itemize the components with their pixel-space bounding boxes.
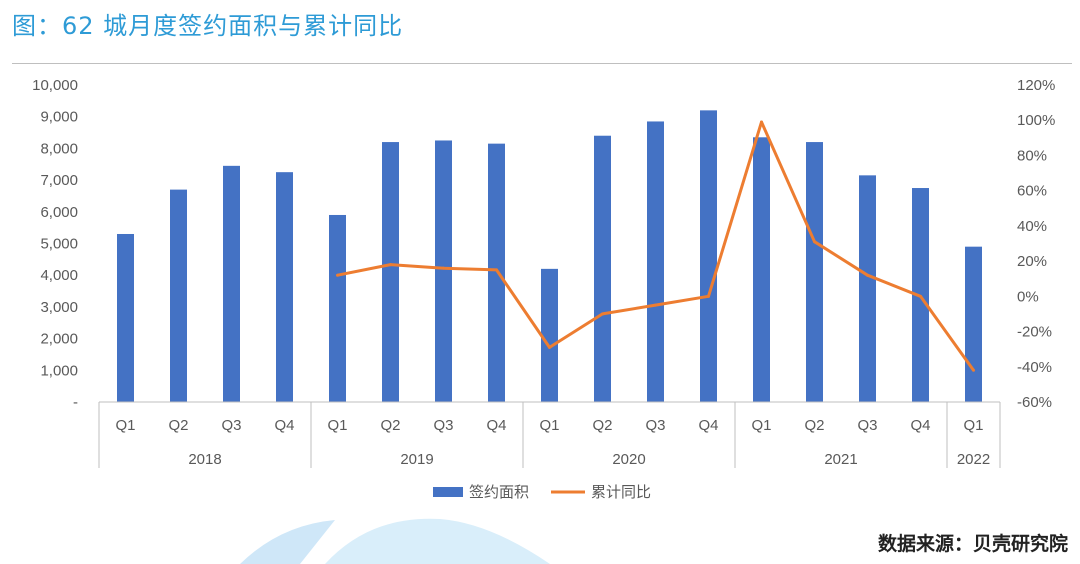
line-point xyxy=(336,273,339,277)
right-axis-tick-label: 40% xyxy=(1017,218,1047,235)
bar xyxy=(329,214,346,402)
legend: 签约面积 累计同比 xyxy=(433,483,651,501)
title-divider xyxy=(12,63,1072,64)
right-axis-tick-label: 120% xyxy=(1017,77,1055,94)
line-point xyxy=(972,368,975,372)
left-axis-tick-label: 7,000 xyxy=(40,172,78,189)
line-point xyxy=(495,268,498,272)
left-axis-tick-label: - xyxy=(73,394,78,411)
bar xyxy=(117,233,134,402)
bar xyxy=(223,165,240,402)
page-title: 图：62 城月度签约面积与累计同比 xyxy=(12,12,404,40)
bar xyxy=(488,143,505,402)
x-tick-label: Q1 xyxy=(539,417,559,434)
x-group-label: 2019 xyxy=(400,451,433,468)
x-axis: Q1 Q2 Q3 Q4 Q1 Q2 Q3 Q4 Q1 Q2 Q3 Q4 Q1 Q2 Q3 Q4 Q1 2018 20… xyxy=(98,401,1001,468)
right-axis-tick-label: -40% xyxy=(1017,359,1052,376)
line-point xyxy=(654,303,657,307)
line-point xyxy=(760,120,763,124)
bar xyxy=(753,137,770,402)
x-group-label: 2021 xyxy=(824,451,857,468)
x-group-label: 2018 xyxy=(188,451,221,468)
left-axis-tick-label: 5,000 xyxy=(40,236,78,253)
bar xyxy=(647,121,664,402)
x-tick-label: Q2 xyxy=(168,417,188,434)
left-axis-tick-label: 2,000 xyxy=(40,331,78,348)
x-tick-label: Q3 xyxy=(433,417,453,434)
left-axis-tick-label: 10,000 xyxy=(32,77,78,94)
bar xyxy=(806,142,823,402)
line-point xyxy=(548,345,551,349)
line-series xyxy=(336,120,975,372)
left-axis-tick-label: 4,000 xyxy=(40,267,78,284)
x-tick-label: Q3 xyxy=(221,417,241,434)
x-group-label: 2022 xyxy=(957,451,990,468)
bar xyxy=(276,172,293,402)
x-tick-label: Q1 xyxy=(327,417,347,434)
x-tick-label: Q4 xyxy=(910,417,930,434)
legend-bar-swatch xyxy=(433,487,463,497)
source-note: 数据来源：贝壳研究院 xyxy=(877,533,1068,555)
right-axis-tick-label: 0% xyxy=(1017,288,1039,305)
legend-bar-label: 签约面积 xyxy=(469,483,529,501)
right-axis: -60% -40% -20% 0% 20% 40% 60% 80% 100% 120% xyxy=(1017,77,1055,411)
bar xyxy=(170,189,187,402)
watermark-logo xyxy=(240,518,550,564)
x-group-label: 2020 xyxy=(612,451,645,468)
x-tick-label: Q4 xyxy=(274,417,294,434)
x-tick-label: Q2 xyxy=(380,417,400,434)
right-axis-tick-label: -20% xyxy=(1017,324,1052,341)
line-point xyxy=(866,273,869,277)
left-axis: - 1,000 2,000 3,000 4,000 5,000 6,000 7,000 8,00… xyxy=(32,77,78,411)
right-axis-tick-label: 60% xyxy=(1017,183,1047,200)
bar xyxy=(859,175,876,402)
x-tick-label: Q3 xyxy=(645,417,665,434)
line-point xyxy=(813,240,816,244)
right-axis-tick-label: 20% xyxy=(1017,253,1047,270)
legend-line-label: 累计同比 xyxy=(591,483,651,501)
left-axis-tick-label: 1,000 xyxy=(40,362,78,379)
left-axis-tick-label: 9,000 xyxy=(40,109,78,126)
x-tick-label: Q1 xyxy=(751,417,771,434)
left-axis-tick-label: 8,000 xyxy=(40,140,78,157)
bar xyxy=(382,142,399,402)
x-tick-label: Q3 xyxy=(857,417,877,434)
line-point xyxy=(601,312,604,316)
line-point xyxy=(707,294,710,298)
x-tick-label: Q1 xyxy=(963,417,983,434)
line-point xyxy=(389,263,392,267)
bar xyxy=(541,268,558,402)
x-tick-label: Q2 xyxy=(592,417,612,434)
left-axis-tick-label: 6,000 xyxy=(40,204,78,221)
x-tick-label: Q1 xyxy=(115,417,135,434)
bar xyxy=(594,135,611,402)
line-point xyxy=(442,266,445,270)
right-axis-tick-label: 100% xyxy=(1017,112,1055,129)
bar-series xyxy=(117,110,982,403)
x-tick-label: Q4 xyxy=(698,417,718,434)
right-axis-tick-label: 80% xyxy=(1017,147,1047,164)
x-tick-label: Q2 xyxy=(804,417,824,434)
bar xyxy=(965,246,982,402)
right-axis-tick-label: -60% xyxy=(1017,394,1052,411)
bar xyxy=(435,140,452,402)
left-axis-tick-label: 3,000 xyxy=(40,299,78,316)
x-tick-label: Q4 xyxy=(486,417,506,434)
bar xyxy=(700,110,717,403)
line-point xyxy=(919,294,922,298)
